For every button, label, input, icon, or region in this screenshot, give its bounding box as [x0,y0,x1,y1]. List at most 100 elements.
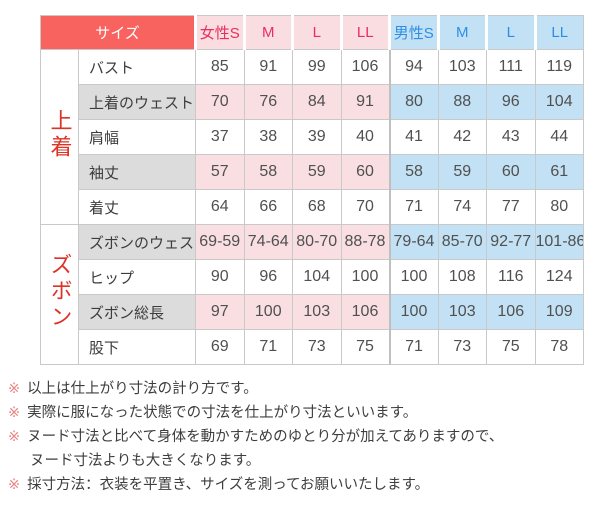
footnote-line: ※ ヌード寸法と比べて身体を動かすためのゆとり分が加えてありますので、 [8,427,600,448]
male-value-cell: 106 [486,294,536,330]
male-value-cell: 61 [534,154,584,190]
female-value-cell: 39 [292,119,342,155]
header-female-s: 女性S [194,15,246,50]
female-value-cell: 57 [195,154,245,190]
row-label: 着丈 [78,189,196,225]
table-body: 上着 バスト 85 91 99 106 94 103 111 119 上着のウェスト 70 76 84 91… [40,49,584,365]
female-value-cell: 91 [243,49,293,85]
female-value-cell: 40 [340,119,390,155]
male-value-cell: 43 [486,119,536,155]
female-value-cell: 99 [292,49,342,85]
female-value-cell: 76 [243,84,293,120]
male-value-cell: 41 [388,119,439,155]
male-value-cell: 94 [388,49,439,85]
female-value-cell: 69-59 [195,224,245,260]
female-value-cell: 70 [340,189,390,225]
female-value-cell: 74-64 [243,224,293,260]
footnote-line: ※ 採寸方法：衣装を平置き、サイズを測ってお願いいたします。 [8,475,600,496]
female-value-cell: 37 [195,119,245,155]
size-header-cell: サイズ [40,15,197,50]
female-value-cell: 80-70 [292,224,342,260]
header-female-m: M [242,15,294,50]
row-label: ヒップ [78,259,196,295]
female-value-cell: 104 [292,259,342,295]
female-value-cell: 103 [292,294,342,330]
table-row: 着丈 64 66 68 70 71 74 77 80 [41,189,584,225]
female-value-cell: 84 [292,84,342,120]
male-value-cell: 79-64 [388,224,439,260]
male-value-cell: 104 [534,84,584,120]
footnote-text: 以上は仕上がり寸法の計り方です。 [27,381,258,397]
table-row: 上着のウェスト 70 76 84 91 80 88 96 104 [41,84,584,120]
table-row: ヒップ 90 96 104 100 100 108 116 124 [41,259,584,295]
male-value-cell: 100 [388,259,439,295]
male-value-cell: 71 [388,189,439,225]
row-label: ズボンのウェスト [78,224,196,260]
male-value-cell: 75 [486,329,536,365]
row-label: 袖丈 [78,154,196,190]
female-value-cell: 100 [243,294,293,330]
male-value-cell: 109 [534,294,584,330]
group-label-text: 上着 [47,108,73,161]
female-value-cell: 38 [243,119,293,155]
male-value-cell: 101-86 [534,224,584,260]
female-value-cell: 64 [195,189,245,225]
female-value-cell: 97 [195,294,245,330]
row-label: 肩幅 [78,119,196,155]
footnote-text: ヌード寸法よりも大きくなります。 [30,453,261,469]
footnotes: ※ 以上は仕上がり寸法の計り方です。 ※ 実際に服になった状態での寸法を仕上がり寸法と… [0,379,600,496]
row-label: 上着のウェスト [78,84,196,120]
footnote-text: ヌード寸法と比べて身体を動かすためのゆとり分が加えてありますので、 [27,429,504,445]
reference-mark-icon: ※ [8,405,21,421]
table-row: 袖丈 57 58 59 60 58 59 60 61 [41,154,584,190]
footnote-line: ヌード寸法よりも大きくなります。 [8,451,600,472]
male-value-cell: 73 [437,329,487,365]
female-value-cell: 106 [340,294,390,330]
male-value-cell: 103 [437,294,487,330]
female-value-cell: 71 [243,329,293,365]
male-value-cell: 78 [534,329,584,365]
male-value-cell: 96 [486,84,536,120]
female-value-cell: 100 [340,259,390,295]
female-value-cell: 69 [195,329,245,365]
footnote-text: 採寸方法：衣装を平置き、サイズを測ってお願いいたします。 [27,477,430,493]
male-value-cell: 116 [486,259,536,295]
male-value-cell: 92-77 [486,224,536,260]
male-value-cell: 100 [388,294,439,330]
male-value-cell: 71 [388,329,439,365]
female-value-cell: 59 [292,154,342,190]
female-value-cell: 96 [243,259,293,295]
row-label: バスト [78,49,196,85]
row-label: 股下 [78,329,196,365]
table-row: ズボン総長 97 100 103 106 100 103 106 109 [41,294,584,330]
footnote-line: ※ 実際に服になった状態での寸法を仕上がり寸法といいます。 [8,403,600,424]
reference-mark-icon: ※ [8,477,21,493]
group-label-pants: ズボン [40,224,79,365]
female-value-cell: 66 [243,189,293,225]
female-value-cell: 90 [195,259,245,295]
group-label-text: ズボン [47,253,73,331]
header-male-m: M [436,15,488,50]
footnote-text: 実際に服になった状態での寸法を仕上がり寸法といいます。 [27,405,418,421]
female-value-cell: 70 [195,84,245,120]
female-value-cell: 73 [292,329,342,365]
male-value-cell: 108 [437,259,487,295]
header-row: サイズ 女性S M L LL 男性S M L LL [40,15,584,50]
table-row: 上着 バスト 85 91 99 106 94 103 111 119 [40,49,584,225]
male-value-cell: 88 [437,84,487,120]
female-value-cell: 106 [340,49,390,85]
header-male-l: L [485,15,537,50]
reference-mark-icon: ※ [8,381,21,397]
header-male-ll: LL [533,15,584,50]
female-value-cell: 60 [340,154,390,190]
male-value-cell: 124 [534,259,584,295]
female-value-cell: 88-78 [340,224,390,260]
header-female-l: L [291,15,343,50]
group-label-tops: 上着 [40,49,79,225]
male-value-cell: 58 [388,154,439,190]
header-female-ll: LL [339,15,391,50]
table-row: 股下 69 71 73 75 71 73 75 78 [41,329,584,365]
size-chart-table: サイズ 女性S M L LL 男性S M L LL 上着 バスト 85 91 99 106… [40,15,584,365]
male-value-cell: 80 [534,189,584,225]
male-value-cell: 85-70 [437,224,487,260]
